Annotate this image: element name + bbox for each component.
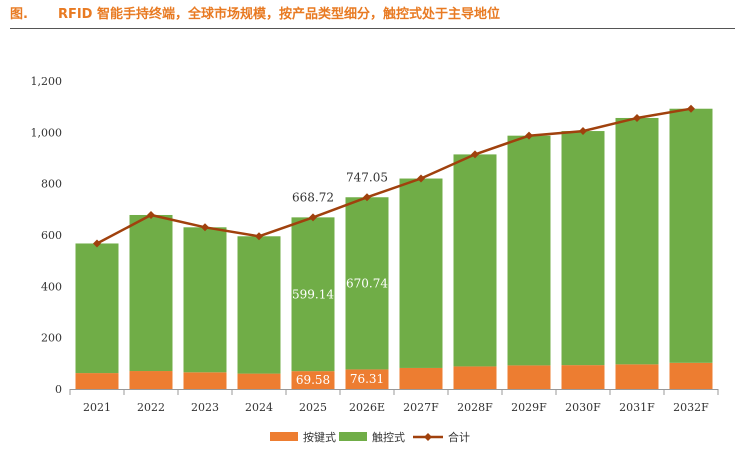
y-tick-label: 600 xyxy=(41,229,62,242)
total-marker-2021 xyxy=(93,239,101,248)
legend-total-label: 合计 xyxy=(448,430,470,444)
bar-touch-2023 xyxy=(183,227,227,373)
figure-title-text: RFID 智能手持终端，全球市场规模，按产品类型细分，触控式处于主导地位 xyxy=(57,7,500,22)
x-tick-label: 2025 xyxy=(299,401,327,414)
bar-keypad-2031F xyxy=(615,364,659,389)
x-tick-label: 2026E xyxy=(349,401,385,414)
x-tick-label: 2021 xyxy=(83,401,111,414)
legend-keypad-label: 按键式 xyxy=(303,430,336,444)
bar-keypad-2025 xyxy=(291,371,335,389)
bar-touch-2028F xyxy=(453,154,497,367)
total-marker-2027F xyxy=(417,174,425,183)
x-tick-label: 2031F xyxy=(619,401,655,414)
bar-keypad-2029F xyxy=(507,365,551,389)
y-tick-label: 400 xyxy=(41,280,62,293)
bar-keypad-2023 xyxy=(183,372,227,389)
total-marker-2029F xyxy=(525,131,533,140)
bar-touch-2029F xyxy=(507,135,551,366)
y-tick-label: 200 xyxy=(41,332,62,345)
bar-touch-2022 xyxy=(129,214,173,372)
x-tick-label: 2023 xyxy=(191,401,219,414)
x-tick-label: 2029F xyxy=(511,401,547,414)
bar-touch-2025 xyxy=(291,217,335,372)
data-label: 670.74 xyxy=(346,276,388,290)
total-marker-2032F xyxy=(687,104,695,113)
bar-touch-2031F xyxy=(615,117,659,365)
bar-keypad-2022 xyxy=(129,371,173,389)
bar-touch-2021 xyxy=(75,243,119,374)
data-label: 69.58 xyxy=(296,373,330,387)
legend-touch-swatch xyxy=(339,432,367,441)
bar-touch-2032F xyxy=(669,108,713,363)
total-marker-2025 xyxy=(309,213,317,222)
total-marker-2024 xyxy=(255,232,263,241)
y-tick-label: 1,000 xyxy=(31,126,63,139)
total-marker-2031F xyxy=(633,113,641,122)
x-tick-label: 2022 xyxy=(137,401,165,414)
y-tick-label: 800 xyxy=(41,178,62,191)
data-label: 599.14 xyxy=(292,287,334,301)
x-tick-label: 2028F xyxy=(457,401,493,414)
total-marker-2023 xyxy=(201,223,209,232)
bar-keypad-2027F xyxy=(399,367,443,389)
bar-keypad-2030F xyxy=(561,365,605,389)
y-tick-label: 1,200 xyxy=(31,75,63,88)
total-marker-2026E xyxy=(363,193,371,202)
figure-title: 图. RFID 智能手持终端，全球市场规模，按产品类型细分，触控式处于主导地位 xyxy=(10,3,735,29)
data-label: 76.31 xyxy=(350,372,384,386)
total-line xyxy=(96,107,692,245)
bar-keypad-2021 xyxy=(75,373,119,389)
legend-total-marker xyxy=(424,433,432,441)
bar-touch-2027F xyxy=(399,178,443,368)
bar-touch-2024 xyxy=(237,236,281,374)
bar-touch-2030F xyxy=(561,131,605,366)
bar-keypad-2026E xyxy=(345,369,389,389)
figure-number: 图. xyxy=(10,7,28,22)
legend-touch-label: 触控式 xyxy=(372,430,405,444)
x-tick-label: 2032F xyxy=(673,401,709,414)
bar-keypad-2024 xyxy=(237,373,281,389)
x-tick-label: 2024 xyxy=(245,401,273,414)
total-marker-2030F xyxy=(579,127,587,136)
y-tick-label: 0 xyxy=(55,383,62,396)
total-marker-2028F xyxy=(471,150,479,159)
bar-keypad-2028F xyxy=(453,366,497,389)
data-label: 668.72 xyxy=(292,190,334,204)
bar-keypad-2032F xyxy=(669,362,713,389)
x-tick-label: 2030F xyxy=(565,401,601,414)
bar-touch-2026E xyxy=(345,197,389,370)
x-tick-label: 2027F xyxy=(403,401,439,414)
data-label: 747.05 xyxy=(346,170,388,184)
total-marker-2022 xyxy=(147,210,155,219)
legend-keypad-swatch xyxy=(270,432,298,441)
